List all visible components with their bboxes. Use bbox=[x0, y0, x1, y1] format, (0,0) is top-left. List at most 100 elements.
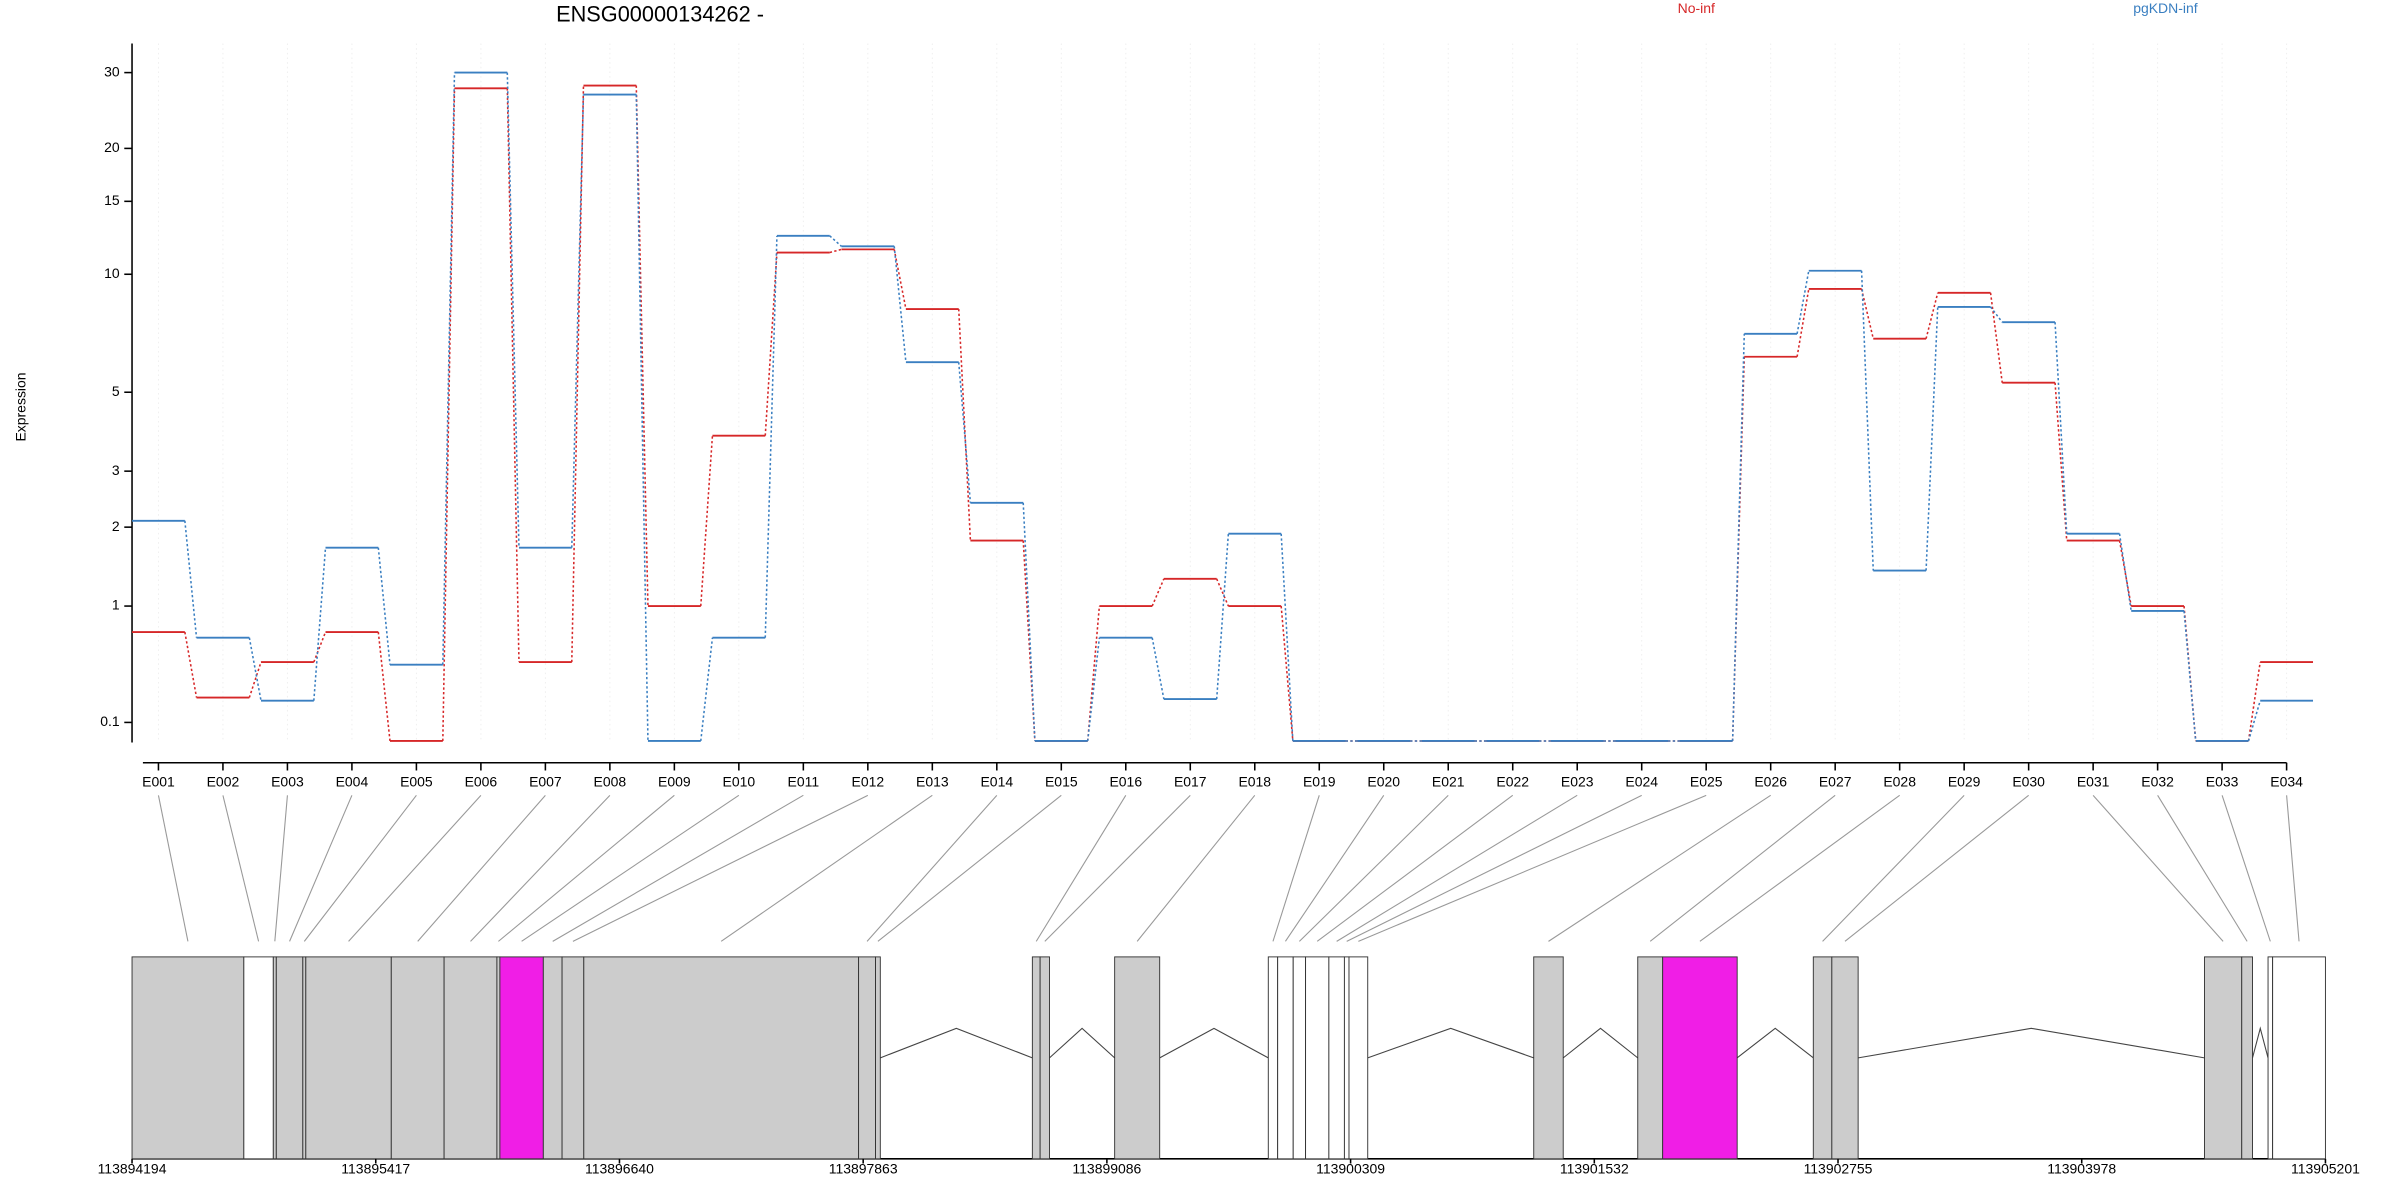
y-tick-label: 20 bbox=[104, 139, 120, 155]
x-tick-label: E019 bbox=[1303, 774, 1336, 790]
exon bbox=[1343, 956, 1350, 1160]
step-connector bbox=[1022, 502, 1036, 742]
step-connector bbox=[1086, 605, 1101, 742]
step-connector bbox=[957, 362, 972, 503]
step-connector bbox=[506, 72, 520, 548]
step-connector bbox=[829, 248, 842, 254]
gene-tick-label: 113905201 bbox=[2291, 1160, 2360, 1176]
exon bbox=[1267, 956, 1279, 1160]
x-tick-label: E003 bbox=[271, 774, 304, 790]
gene-tick-label: 113901532 bbox=[1560, 1160, 1629, 1176]
x-tick-label: E022 bbox=[1496, 774, 1529, 790]
y-tick-label: 5 bbox=[112, 383, 120, 399]
x-tick-label: E008 bbox=[594, 774, 627, 790]
exon bbox=[305, 956, 392, 1160]
exon bbox=[2241, 956, 2253, 1160]
step-connector bbox=[184, 631, 198, 698]
exon bbox=[1305, 956, 1330, 1160]
step-connector bbox=[1086, 637, 1101, 742]
step-connector bbox=[635, 94, 649, 741]
exon-connector bbox=[303, 795, 417, 942]
step-connector bbox=[764, 235, 778, 638]
x-tick-label: E007 bbox=[529, 774, 562, 790]
step-connector bbox=[442, 88, 456, 741]
x-tick-label: E001 bbox=[142, 774, 175, 790]
exon-connector bbox=[2157, 795, 2248, 942]
exon-connector bbox=[552, 794, 804, 942]
exon bbox=[1277, 956, 1294, 1160]
intron bbox=[1858, 1027, 2205, 1059]
step-connector bbox=[1989, 292, 2004, 383]
x-tick-label: E010 bbox=[723, 774, 756, 790]
exon-connector bbox=[2092, 794, 2224, 942]
exon bbox=[1039, 956, 1050, 1160]
step-connector bbox=[313, 547, 327, 701]
x-tick-label: E031 bbox=[2077, 774, 2110, 790]
y-tick-label: 0.1 bbox=[100, 713, 120, 729]
intron bbox=[1159, 1027, 1269, 1059]
exon bbox=[1292, 956, 1307, 1160]
exon-connector bbox=[274, 795, 288, 942]
x-tick-label: E006 bbox=[465, 774, 498, 790]
step-connector bbox=[313, 631, 327, 663]
step-connector bbox=[1151, 578, 1165, 607]
step-connector bbox=[248, 637, 262, 701]
exon bbox=[2267, 956, 2274, 1160]
exon bbox=[443, 956, 498, 1160]
exon bbox=[390, 956, 445, 1160]
x-tick-label: E012 bbox=[852, 774, 885, 790]
x-tick-label: E016 bbox=[1109, 774, 1142, 790]
x-tick-label: E023 bbox=[1561, 774, 1594, 790]
x-tick-label: E024 bbox=[1625, 774, 1658, 790]
step-connector bbox=[442, 72, 456, 665]
x-tick-label: E005 bbox=[400, 774, 433, 790]
step-connector bbox=[635, 85, 649, 607]
gene-tick-label: 113900309 bbox=[1316, 1160, 1385, 1176]
exon-connector bbox=[289, 795, 353, 942]
step-connector bbox=[699, 637, 714, 742]
step-connector bbox=[1925, 292, 1939, 339]
x-tick-label: E021 bbox=[1432, 774, 1465, 790]
y-tick-label: 15 bbox=[104, 192, 120, 208]
x-tick-label: E027 bbox=[1819, 774, 1852, 790]
intron bbox=[1736, 1027, 1814, 1059]
exon-connector bbox=[572, 794, 869, 942]
step-connector bbox=[248, 661, 262, 698]
intron bbox=[2251, 1026, 2269, 1059]
y-tick-label: 2 bbox=[112, 518, 120, 534]
exon bbox=[1812, 956, 1833, 1160]
exon-connector bbox=[1336, 794, 1578, 942]
x-tick-label: E011 bbox=[788, 774, 820, 790]
step-connector bbox=[957, 308, 972, 541]
exon-connector bbox=[521, 794, 740, 942]
exon bbox=[1533, 956, 1564, 1160]
x-tick-label: E015 bbox=[1045, 774, 1078, 790]
exon-connector bbox=[1346, 794, 1642, 942]
gene-tick-label: 113902755 bbox=[1804, 1160, 1873, 1176]
step-connector bbox=[829, 235, 842, 247]
exon-connector bbox=[2286, 795, 2300, 942]
legend-entry: pgKDN-inf bbox=[2133, 0, 2198, 16]
step-connector bbox=[1280, 605, 1294, 742]
exon-connector bbox=[1136, 794, 1256, 942]
exon-connector bbox=[1298, 794, 1449, 942]
y-axis-label: Expression bbox=[12, 372, 28, 441]
x-tick-label: E013 bbox=[916, 774, 949, 790]
exon-connector bbox=[2221, 795, 2271, 942]
step-connector bbox=[2118, 540, 2132, 607]
exon bbox=[243, 956, 274, 1160]
exon-connector bbox=[866, 794, 998, 942]
exon bbox=[875, 956, 881, 1160]
step-connector bbox=[893, 249, 907, 310]
step-connector bbox=[893, 246, 907, 363]
exon bbox=[1637, 956, 1664, 1160]
step-connector bbox=[2183, 610, 2197, 742]
step-connector bbox=[1215, 578, 1230, 607]
intron bbox=[1562, 1027, 1639, 1059]
gene-tick-label: 113897863 bbox=[829, 1160, 898, 1176]
exon-connector bbox=[222, 795, 260, 942]
exon-connector bbox=[470, 794, 611, 942]
step-connector bbox=[2118, 533, 2132, 612]
